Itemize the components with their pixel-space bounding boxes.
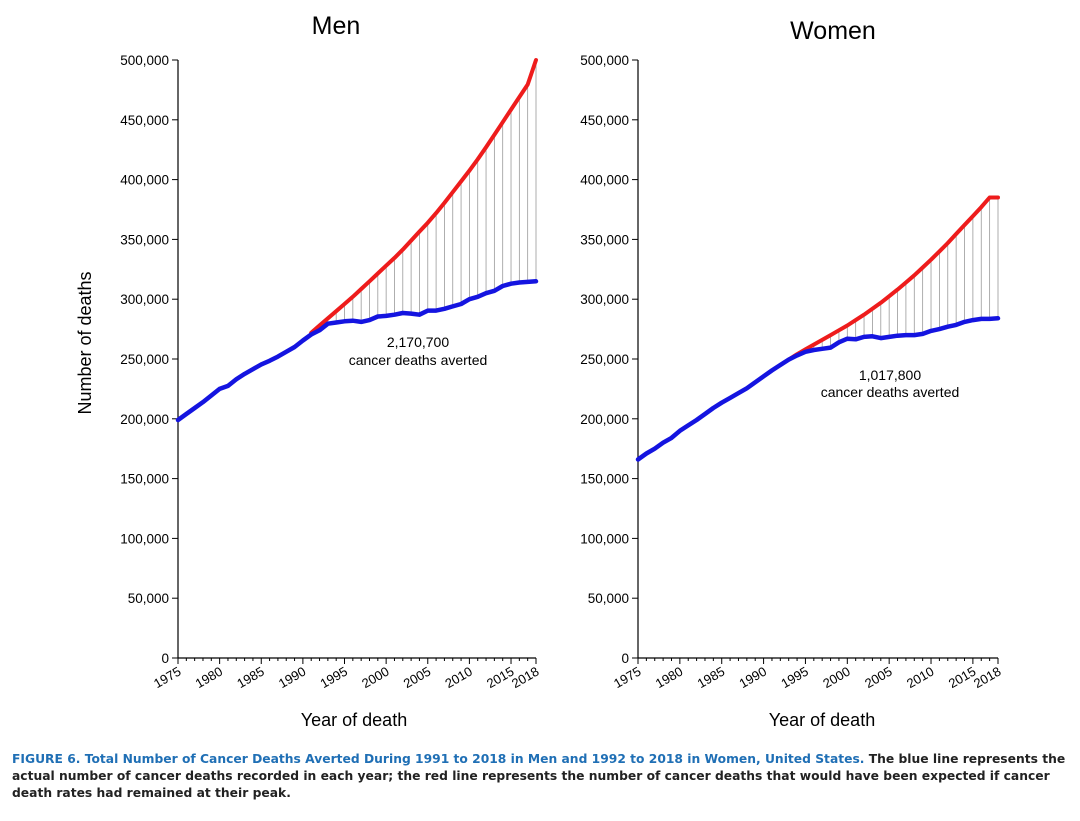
women-actual-line: [635, 316, 1001, 462]
men-y-tick-label: 300,000: [120, 292, 169, 307]
men-x-tick-label: 1990: [276, 664, 309, 691]
women-x-tick-label: 2000: [820, 664, 853, 691]
women-x-tick-label: 2018: [971, 664, 1004, 691]
men-y-tick-label: 400,000: [120, 173, 169, 188]
men-x-tick-label: 2005: [401, 664, 434, 691]
women-y-tick-label: 450,000: [580, 113, 629, 128]
women-y-tick-label: 350,000: [580, 232, 629, 247]
men-y-tick-label: 100,000: [120, 531, 169, 546]
women-y-tick-label: 50,000: [588, 591, 629, 606]
women-x-tick-label: 1975: [611, 664, 644, 691]
women-y-tick-label: 400,000: [580, 173, 629, 188]
men-y-tick-label: 200,000: [120, 412, 169, 427]
men-y-tick-label: 0: [161, 651, 169, 666]
men-y-tick-label: 450,000: [120, 113, 169, 128]
men-y-tick-label: 50,000: [128, 591, 169, 606]
figure-panels: Men Number of deaths Year of death 2,170…: [75, 12, 1004, 730]
women-expected-line: [778, 195, 1000, 367]
men-x-tick-label: 1995: [317, 664, 350, 691]
caption-title: Total Number of Cancer Deaths Averted Du…: [84, 752, 865, 766]
men-annotation-text: cancer deaths averted: [349, 352, 488, 368]
men-x-tick-label: 1980: [193, 664, 226, 691]
women-y-tick-label: 0: [621, 651, 629, 666]
men-y-tick-label: 350,000: [120, 232, 169, 247]
women-x-tick-label: 1985: [695, 664, 728, 691]
women-x-tick-label: 1990: [737, 664, 770, 691]
women-y-tick-label: 150,000: [580, 472, 629, 487]
men-x-tick-label: 2000: [359, 664, 392, 691]
men-y-tick-label: 250,000: [120, 352, 169, 367]
men-y-tick-label: 150,000: [120, 472, 169, 487]
men-expected-line: [309, 58, 538, 335]
women-chart: Women Year of death 1,017,800 cancer dea…: [580, 17, 1003, 730]
men-annotation-value: 2,170,700: [387, 334, 449, 350]
women-x-tick-label: 2010: [904, 664, 937, 691]
women-x-axis-label: Year of death: [769, 710, 875, 730]
men-x-tick-label: 1985: [234, 664, 267, 691]
men-x-tick-label: 1975: [151, 664, 184, 691]
women-y-tick-label: 300,000: [580, 292, 629, 307]
men-y-axis-label: Number of deaths: [75, 271, 95, 414]
men-chart-title: Men: [312, 12, 361, 40]
men-x-tick-label: 2018: [509, 664, 542, 691]
men-chart: Men Number of deaths Year of death 2,170…: [75, 12, 542, 730]
figure-caption: FIGURE 6. Total Number of Cancer Deaths …: [12, 751, 1070, 802]
men-actual-line: [175, 279, 539, 423]
women-y-tick-label: 500,000: [580, 53, 629, 68]
caption-label: FIGURE 6.: [12, 752, 81, 766]
women-annotation-text: cancer deaths averted: [821, 384, 960, 400]
women-y-tick-label: 100,000: [580, 531, 629, 546]
women-y-tick-label: 250,000: [580, 352, 629, 367]
caption-text: The blue line represents the actual numb…: [12, 752, 1066, 800]
women-chart-title: Women: [790, 17, 876, 45]
men-y-tick-label: 500,000: [120, 53, 169, 68]
women-x-tick-label: 1995: [778, 664, 811, 691]
women-x-tick-label: 2005: [862, 664, 895, 691]
men-x-tick-label: 2010: [442, 664, 475, 691]
women-x-tick-label: 1980: [653, 664, 686, 691]
women-y-tick-label: 200,000: [580, 412, 629, 427]
men-x-axis-label: Year of death: [301, 710, 407, 730]
women-annotation-value: 1,017,800: [859, 367, 921, 383]
